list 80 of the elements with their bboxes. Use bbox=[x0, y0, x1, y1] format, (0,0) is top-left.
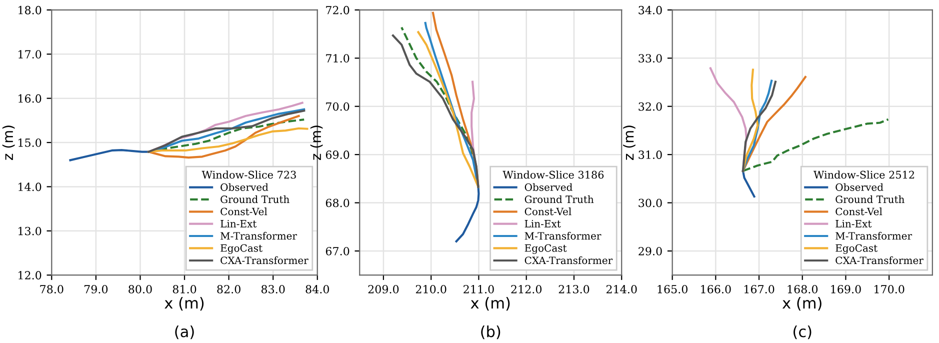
legend-label: CXA-Transformer bbox=[220, 256, 308, 264]
y-tick-label: 13.0 bbox=[18, 226, 42, 236]
x-tick-label: 78.0 bbox=[40, 285, 64, 294]
line-series bbox=[148, 114, 300, 159]
legend-title: Window-Slice 3186 bbox=[502, 170, 604, 179]
y-tick-label: 34.0 bbox=[638, 6, 662, 14]
legend-label: EgoCast bbox=[220, 244, 262, 254]
line-series bbox=[455, 186, 480, 242]
legend-label: Ground Truth bbox=[220, 195, 290, 204]
x-axis-title: x (m) bbox=[782, 296, 822, 311]
x-tick-label: 212.0 bbox=[511, 285, 542, 294]
legend-title: Window-Slice 723 bbox=[202, 170, 296, 179]
x-tick-label: 166.0 bbox=[701, 285, 731, 294]
x-tick-label: 167.0 bbox=[744, 285, 774, 294]
y-tick-label: 15.0 bbox=[18, 138, 42, 147]
y-tick-label: 29.0 bbox=[638, 246, 662, 256]
legend-label: EgoCast bbox=[836, 244, 878, 254]
x-tick-label: 79.0 bbox=[84, 285, 108, 294]
x-tick-label: 82.0 bbox=[217, 285, 240, 294]
x-tick-label: 213.0 bbox=[558, 285, 590, 294]
line-series bbox=[148, 127, 308, 153]
y-tick-label: 18.0 bbox=[18, 6, 42, 14]
x-axis-title: x (m) bbox=[164, 296, 204, 311]
line-series bbox=[742, 170, 756, 198]
x-tick-label: 211.0 bbox=[464, 285, 494, 294]
line-series bbox=[742, 118, 890, 172]
x-tick-label: 84.0 bbox=[306, 285, 330, 294]
y-tick-label: 16.0 bbox=[18, 94, 42, 103]
x-tick-label: 214.0 bbox=[606, 285, 637, 294]
legend-label: Lin-Ext bbox=[524, 220, 561, 228]
x-tick-label: 168.0 bbox=[788, 285, 818, 294]
y-tick-label: 71.0 bbox=[326, 54, 350, 63]
y-tick-label: 14.0 bbox=[18, 182, 42, 192]
line-series bbox=[742, 68, 759, 172]
y-tick-label: 67.0 bbox=[326, 246, 350, 256]
text: (a) bbox=[175, 325, 194, 340]
y-tick-label: 30.0 bbox=[638, 198, 662, 208]
y-tick-label: 68.0 bbox=[326, 198, 350, 208]
legend-label: Const-Vel bbox=[524, 208, 572, 216]
legend-title: Window-Slice 2512 bbox=[814, 170, 914, 179]
y-tick-label: 70.0 bbox=[326, 102, 350, 111]
legend-label: Observed bbox=[524, 183, 572, 191]
x-tick-label: 169.0 bbox=[831, 285, 861, 294]
x-tick-label: 165.0 bbox=[658, 285, 688, 294]
x-tick-label: 210.0 bbox=[416, 285, 446, 294]
x-tick-label: 209.0 bbox=[368, 285, 399, 294]
y-axis-title: z (m) bbox=[2, 126, 15, 160]
text: (b) bbox=[481, 325, 500, 340]
x-tick-label: 170.0 bbox=[874, 285, 904, 294]
y-tick-label: 69.0 bbox=[326, 150, 350, 159]
legend-label: Const-Vel bbox=[220, 208, 268, 216]
legend-label: Const-Vel bbox=[836, 208, 882, 216]
legend-label: M-Transformer bbox=[524, 232, 602, 240]
y-axis-title: z (m) bbox=[623, 126, 636, 160]
y-tick-label: 12.0 bbox=[18, 271, 42, 280]
legend-label: EgoCast bbox=[524, 244, 567, 254]
legend-label: Lin-Ext bbox=[220, 220, 257, 228]
y-tick-label: 33.0 bbox=[638, 54, 662, 63]
legend-label: CXA-Transformer bbox=[836, 256, 924, 264]
legend-label: Observed bbox=[836, 183, 884, 191]
legend-label: Ground Truth bbox=[524, 195, 594, 204]
legend-label: Lin-Ext bbox=[836, 220, 872, 228]
y-tick-label: 31.0 bbox=[638, 150, 662, 159]
legend-label: Ground Truth bbox=[836, 195, 904, 204]
y-tick-label: 72.0 bbox=[326, 6, 350, 14]
line-series bbox=[742, 76, 806, 172]
legend-label: Observed bbox=[220, 183, 268, 191]
x-tick-label: 81.0 bbox=[172, 285, 196, 294]
y-tick-label: 32.0 bbox=[638, 102, 662, 111]
legend-label: CXA-Transformer bbox=[524, 256, 613, 264]
x-tick-label: 80.0 bbox=[128, 285, 152, 294]
y-tick-label: 17.0 bbox=[18, 50, 42, 59]
line-series bbox=[417, 31, 480, 188]
legend-label: M-Transformer bbox=[220, 232, 297, 240]
y-axis-title: z (m) bbox=[310, 126, 323, 160]
legend-label: M-Transformer bbox=[836, 232, 912, 240]
line-series bbox=[69, 148, 150, 162]
text: (c) bbox=[794, 325, 812, 340]
x-tick-label: 83.0 bbox=[261, 285, 285, 294]
x-axis-title: x (m) bbox=[470, 296, 510, 311]
